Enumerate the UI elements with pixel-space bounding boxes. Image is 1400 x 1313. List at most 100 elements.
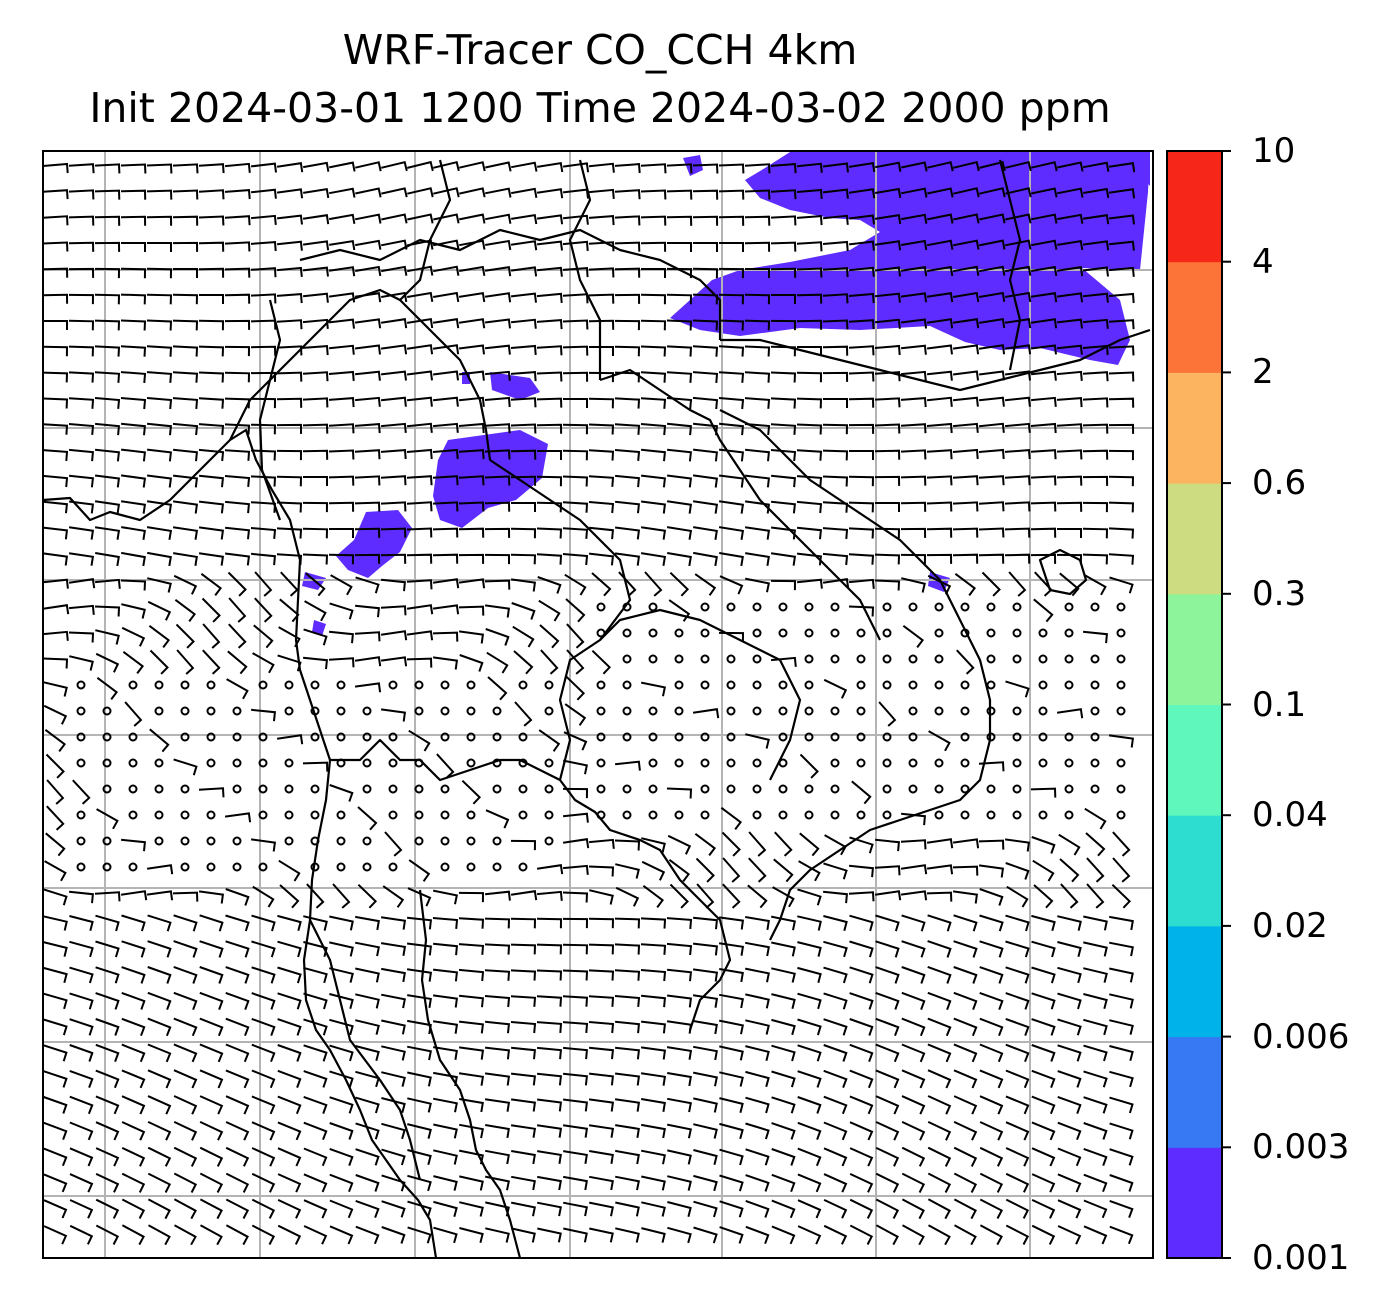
wind-barb [484,396,511,408]
calm-wind-marker [804,628,814,638]
calm-wind-marker [934,628,944,638]
wind-barb [432,475,459,486]
wind-barb [485,1149,510,1165]
wind-barb [1005,422,1031,433]
wind-barb [328,475,355,486]
wind-barb [202,649,221,675]
wind-barb [745,268,770,278]
wind-barb [1085,832,1106,857]
wind-barb [1030,344,1057,355]
wind-barb [276,293,303,304]
wind-barb [562,214,589,225]
calm-wind-marker [622,680,632,690]
wind-barb [848,161,876,173]
wind-barb [563,1046,588,1060]
wind-barb [68,319,95,331]
wind-barb [770,500,797,514]
calm-wind-marker [726,602,736,612]
wind-barb [172,474,199,488]
wind-barb [666,163,693,174]
wind-barb [43,1070,68,1088]
wind-barb [432,318,460,329]
wind-barb [745,967,770,983]
wind-barb [1031,1044,1056,1062]
wind-barb [407,1123,432,1139]
wind-barb [641,268,666,278]
wind-barb [43,992,68,1010]
wind-barb [406,968,433,982]
wind-barb [303,476,328,486]
wind-barb [927,1146,952,1167]
wind-barb [849,1198,874,1219]
wind-barb [721,831,741,857]
wind-barb [562,527,589,539]
calm-wind-marker [76,706,86,716]
wind-barb [380,942,407,956]
wind-barb [433,1175,458,1191]
wind-barb [562,917,589,929]
calm-wind-marker [310,680,320,690]
wind-barb [354,527,381,538]
wind-barb [536,266,563,277]
wind-barb [771,1199,796,1219]
wind-barb [823,940,848,958]
calm-wind-marker [336,706,346,716]
wind-barb [173,758,198,776]
wind-barb [277,1018,302,1036]
wind-barb [407,1200,432,1218]
coastline-vietnam [719,409,992,941]
wind-barb [926,370,953,381]
calm-wind-marker [206,680,216,690]
wind-barb [459,654,484,672]
wind-barb [120,215,147,226]
wind-barb [432,917,459,929]
calm-wind-marker [856,706,866,716]
wind-barb [588,1021,615,1034]
wind-barb [589,838,615,849]
wind-barb [874,865,901,876]
wind-barb [1057,1147,1082,1167]
wind-barb [1109,1225,1134,1245]
wind-barb [225,1198,250,1219]
wind-barb [68,267,95,278]
wind-barb [355,576,380,594]
wind-barb [1083,967,1108,983]
wind-barb [953,422,979,433]
wind-barb [901,1043,926,1063]
calm-wind-marker [388,732,398,742]
wind-barb [380,630,408,641]
calm-wind-marker [726,732,736,742]
wind-barb [979,213,1006,224]
calm-wind-marker [1090,758,1100,768]
wind-barb [1031,914,1056,932]
wind-barb [355,1096,380,1114]
wind-barb [224,371,251,383]
wind-barb [251,214,277,225]
wind-barb [146,864,174,875]
wind-barb [901,940,926,958]
wind-barb [198,423,225,435]
wind-barb [1083,941,1108,957]
wind-barb [121,626,146,647]
wind-barb [874,371,901,382]
wind-barb [302,553,329,565]
wind-barb [146,474,173,488]
calm-wind-marker [310,784,320,794]
wind-barb [250,527,277,539]
wind-barb [432,1020,459,1034]
calm-wind-marker [1064,628,1074,638]
wind-barb [615,474,640,488]
colorbar-tick-label: 4 [1252,241,1274,282]
wind-barb [433,291,460,303]
wind-barb [1005,1121,1030,1141]
wind-barb [615,1124,640,1138]
calm-wind-marker [180,706,190,716]
wind-barb [458,501,485,512]
wind-barb [95,1172,120,1193]
wind-barb [94,605,121,617]
wind-barb [276,214,303,225]
wind-barb [329,1122,354,1140]
wind-barb [302,292,329,303]
calm-wind-marker [336,810,346,820]
wind-barb [1057,992,1082,1010]
